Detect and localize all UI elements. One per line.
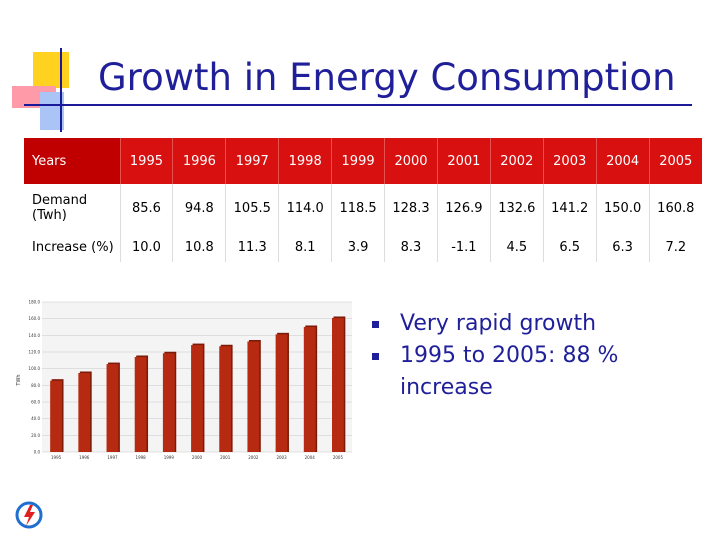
y-tick-label: 100.0: [29, 366, 41, 371]
bullet-text: Very rapid growth: [400, 311, 597, 336]
x-tick-label: 2004: [305, 455, 316, 460]
y-tick-label: 180.0: [29, 300, 41, 305]
bar: [331, 318, 344, 452]
table-cell: 105.5: [225, 184, 279, 232]
bullet-list: Very rapid growth 1995 to 2005: 88 % inc…: [372, 308, 702, 404]
bullet-item: Very rapid growth: [372, 308, 702, 340]
table-cell: 10.0: [119, 232, 173, 262]
table-cell: 8.3: [384, 232, 438, 262]
bar: [219, 346, 232, 452]
y-tick-label: 60.0: [31, 400, 40, 405]
square-bullet-icon: [372, 353, 379, 360]
table-cell: 2000: [384, 138, 438, 184]
table-cell: 1996: [172, 138, 226, 184]
x-tick-label: 2001: [220, 455, 231, 460]
bars: [50, 316, 346, 452]
table-cell: 1999: [331, 138, 385, 184]
table-cell: 160.8: [648, 184, 702, 232]
y-tick-label: 120.0: [29, 350, 41, 355]
table-cell: 85.6: [119, 184, 173, 232]
energy-table: Years 1995 1996 1997 1998 1999 2000 2001 2002 20…: [24, 138, 702, 262]
table-cell: 3.9: [331, 232, 385, 262]
table-cell: 94.8: [172, 184, 226, 232]
table-cell: 141.2: [542, 184, 597, 232]
bar: [106, 364, 119, 452]
table-cell: 4.5: [489, 232, 544, 262]
bar: [162, 353, 175, 452]
x-tick-label: 2003: [276, 455, 287, 460]
table-cell: 2003: [542, 138, 597, 184]
table-cell: 2002: [489, 138, 544, 184]
table-cell: 2004: [595, 138, 650, 184]
increase-row: Increase (%) 10.0 10.8 11.3 8.1 3.9 8.3 -1.1 4.…: [24, 232, 702, 262]
x-tick-labels: 1995 1996 1997 1998 1999 2000 2001 2002 2003 2004…: [51, 455, 343, 460]
company-logo-icon: [15, 501, 43, 529]
x-tick-label: 2005: [333, 455, 344, 460]
y-tick-label: 40.0: [31, 416, 40, 421]
table-cell: 128.3: [384, 184, 438, 232]
table-cell: 126.9: [436, 184, 491, 232]
x-tick-label: 1998: [136, 455, 147, 460]
increase-label: Increase (%): [32, 239, 114, 255]
demand-row: Demand (Twh) 85.6 94.8 105.5 114.0 118.5 128.…: [24, 184, 702, 232]
y-tick-labels: 0.0 20.0 40.0 60.0 80.0 100.0 120.0 140.0 160.0 1…: [29, 300, 41, 455]
decor-yellow-square: [33, 52, 69, 88]
y-tick-label: 0.0: [34, 450, 41, 455]
y-tick-label: 160.0: [29, 316, 41, 321]
x-tick-label: 2002: [248, 455, 259, 460]
table-cell: 2001: [436, 138, 491, 184]
slide-title: Growth in Energy Consumption: [98, 56, 676, 99]
header-label: Years: [24, 138, 120, 184]
x-tick-label: 2000: [192, 455, 203, 460]
y-tick-label: 80.0: [31, 383, 40, 388]
bullet-text: 1995 to 2005: 88 % increase: [400, 343, 619, 400]
title-underline: [24, 104, 692, 106]
table-cell: 2005: [648, 138, 702, 184]
table-cell: 8.1: [278, 232, 332, 262]
table-cell: 7.2: [648, 232, 702, 262]
x-tick-label: 1996: [79, 455, 90, 460]
bar: [191, 345, 203, 452]
demand-bar-chart: 0.0 20.0 40.0 60.0 80.0 100.0 120.0 140.0 160.0 1…: [14, 292, 364, 460]
table-cell: 11.3: [225, 232, 279, 262]
bar: [134, 357, 147, 452]
bar: [247, 341, 260, 452]
bar: [275, 334, 288, 452]
y-tick-label: 140.0: [29, 333, 41, 338]
square-bullet-icon: [372, 321, 379, 328]
x-tick-label: 1999: [164, 455, 175, 460]
table-header-row: Years 1995 1996 1997 1998 1999 2000 2001 2002 20…: [24, 138, 702, 184]
x-tick-label: 1997: [107, 455, 118, 460]
table-cell: 132.6: [489, 184, 544, 232]
table-cell: 6.5: [542, 232, 597, 262]
bar: [78, 373, 91, 452]
decor-vertical-line: [60, 48, 62, 132]
table-cell: 1998: [278, 138, 332, 184]
demand-label: Demand (Twh): [32, 193, 88, 223]
table-cell: 1995: [119, 138, 173, 184]
table-cell: 1997: [225, 138, 279, 184]
y-tick-label: 20.0: [31, 433, 40, 438]
table-cell: -1.1: [436, 232, 491, 262]
table-cell: 114.0: [278, 184, 332, 232]
x-tick-label: 1995: [51, 455, 62, 460]
table-cell: 118.5: [331, 184, 385, 232]
bar: [50, 380, 63, 452]
table-cell: 10.8: [172, 232, 226, 262]
bar: [303, 327, 316, 452]
table-cell: 150.0: [595, 184, 650, 232]
y-axis-label: TWh: [16, 374, 22, 386]
bullet-item: 1995 to 2005: 88 % increase: [372, 340, 702, 404]
table-cell: 6.3: [595, 232, 650, 262]
